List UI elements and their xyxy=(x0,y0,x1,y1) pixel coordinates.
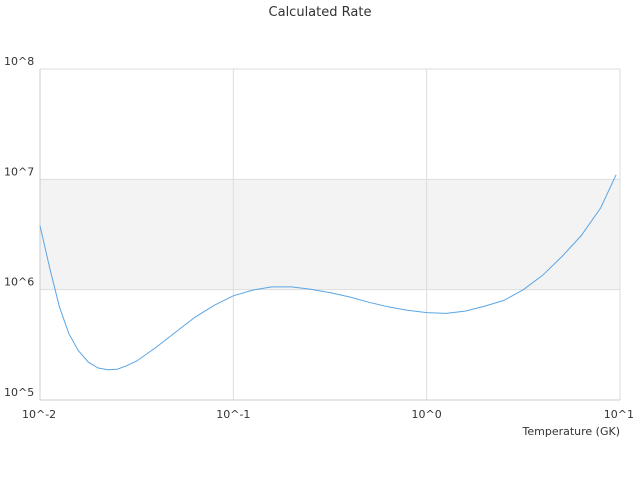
y-tick-label: 10^7 xyxy=(4,165,34,178)
plot-area: 10^5 10^6 10^7 10^8 10^-2 10^-1 10^0 10^1 xyxy=(4,55,634,421)
y-tick-label: 10^8 xyxy=(4,55,34,68)
x-tick-label: 10^-1 xyxy=(216,408,250,421)
x-tick-label: 10^1 xyxy=(604,408,634,421)
chart-title: Calculated Rate xyxy=(269,5,372,20)
x-tick-label: 10^-2 xyxy=(22,408,56,421)
series-line xyxy=(39,174,617,371)
x-tick-label: 10^0 xyxy=(412,408,442,421)
y-tick-label: 10^6 xyxy=(4,276,34,289)
shaded-band xyxy=(40,179,620,290)
y-tick-label: 10^5 xyxy=(4,386,34,399)
x-axis-label: Temperature (GK) xyxy=(522,425,621,438)
